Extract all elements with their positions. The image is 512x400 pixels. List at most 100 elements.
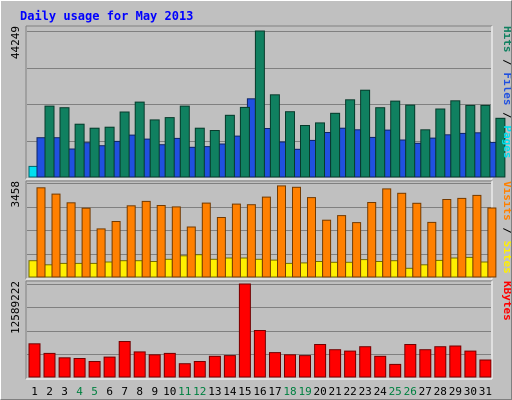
x-tick-label: 16 [253, 385, 266, 398]
kbytes-bar-day-12 [193, 361, 206, 378]
hits-bar-day-13 [224, 114, 235, 178]
x-tick-label: 11 [178, 385, 191, 398]
visits-bar-day-5 [96, 228, 106, 278]
legend-item-visits: Visits [501, 181, 511, 221]
visits-bar-day-11 [186, 226, 196, 278]
hits-bar-day-27 [435, 108, 446, 178]
kbytes-bar-day-6 [103, 356, 116, 378]
visits-bar-day-9 [156, 205, 166, 278]
hits-bar-day-11 [194, 127, 205, 178]
kbytes-bar-day-30 [464, 350, 477, 378]
series-kbytes [28, 283, 492, 378]
visits-bar-day-13 [216, 217, 226, 278]
kbytes-bar-day-9 [148, 354, 161, 378]
kbytes-bar-day-27 [419, 349, 432, 378]
hits-bar-day-29 [465, 104, 476, 178]
x-tick-label: 10 [163, 385, 176, 398]
chart-title: Daily usage for May 2013 [20, 9, 193, 23]
legend-item-pages: Pages [501, 125, 511, 158]
kbytes-bar-day-2 [43, 352, 56, 378]
hits-bar-day-12 [209, 130, 220, 178]
x-tick-label: 26 [404, 385, 417, 398]
x-tick-label: 14 [223, 385, 237, 398]
visits-bar-day-21 [337, 215, 347, 278]
visits-bar-day-23 [367, 202, 377, 278]
x-tick-label: 20 [313, 385, 326, 398]
visits-bar-day-25 [397, 192, 407, 278]
kbytes-bar-day-5 [88, 361, 101, 378]
legend-hits: Hits / Files / Pages [501, 26, 511, 159]
hits-bar-day-15 [254, 30, 265, 178]
x-tick-label: 22 [343, 385, 356, 398]
visits-bar-day-7 [126, 205, 136, 278]
hits-bar-day-26 [420, 129, 431, 178]
x-tick-label: 25 [389, 385, 402, 398]
visits-bar-day-16 [261, 196, 271, 278]
kbytes-bar-day-13 [208, 355, 221, 378]
kbytes-bar-day-1 [28, 343, 41, 378]
x-tick-label: 30 [464, 385, 477, 398]
hits-bar-day-20 [330, 112, 341, 178]
x-tick-label: 21 [328, 385, 341, 398]
kbytes-bar-day-11 [178, 363, 191, 378]
x-tick-label: 27 [419, 385, 432, 398]
visits-bar-day-31 [487, 207, 497, 278]
sites-bar-day-1 [28, 260, 38, 278]
kbytes-bar-day-24 [374, 355, 387, 378]
hits-bar-day-6 [119, 111, 130, 178]
visits-bar-day-12 [201, 202, 211, 278]
visits-bar-day-22 [352, 222, 362, 278]
hits-bar-day-23 [375, 107, 386, 178]
visits-bar-day-4 [81, 207, 91, 278]
visits-bar-day-2 [51, 193, 61, 278]
kbytes-bar-day-10 [163, 352, 176, 378]
legend-item-sites: Sites [501, 241, 511, 274]
y-max-label-hits: 44249 [9, 26, 22, 59]
visits-bar-day-6 [111, 221, 121, 278]
hits-bar-day-8 [149, 119, 160, 178]
hits-bar-day-19 [315, 122, 325, 178]
y-max-label-visits: 3458 [9, 181, 22, 208]
hits-bar-day-3 [74, 123, 85, 178]
x-tick-label: 9 [151, 385, 158, 398]
x-tick-label: 12 [193, 385, 206, 398]
kbytes-bar-day-23 [359, 346, 372, 378]
visits-bar-day-19 [307, 197, 316, 278]
hits-bar-day-24 [390, 100, 401, 178]
x-tick-label: 17 [268, 385, 281, 398]
kbytes-bar-day-21 [329, 349, 342, 378]
hits-bar-day-28 [450, 100, 461, 178]
visits-bar-day-10 [171, 206, 181, 278]
x-tick-label: 3 [61, 385, 68, 398]
x-tick-label: 29 [449, 385, 462, 398]
kbytes-bar-day-22 [344, 350, 357, 378]
hits-bar-day-5 [104, 126, 115, 178]
legend-separator: / [501, 106, 511, 126]
x-tick-label: 13 [208, 385, 221, 398]
panel-hits: 44249 Hits / Files / Pages [9, 25, 511, 180]
kbytes-bar-day-25 [389, 363, 402, 378]
panel-kbytes: 12589222 KBytes [9, 280, 511, 380]
hits-bar-day-30 [480, 104, 491, 178]
legend-separator: / [501, 53, 511, 73]
legend-item-kbytes: KBytes [501, 281, 511, 321]
visits-bar-day-8 [141, 200, 151, 278]
visits-bar-day-27 [427, 221, 437, 278]
kbytes-bar-day-19 [299, 355, 311, 378]
series-visits [36, 185, 497, 278]
hits-bar-day-17 [285, 111, 295, 178]
visits-bar-day-30 [472, 194, 482, 278]
x-tick-label: 8 [136, 385, 143, 398]
x-tick-label: 5 [91, 385, 98, 398]
x-tick-label: 7 [121, 385, 128, 398]
kbytes-bar-day-20 [314, 344, 327, 378]
pages-bar-day-1 [28, 165, 38, 178]
hits-bar-day-2 [59, 107, 70, 178]
kbytes-bar-day-26 [404, 344, 417, 378]
visits-bar-day-17 [277, 185, 286, 278]
chart-panels: 44249 Hits / Files / Pages 3458 Visits / Si… [9, 25, 511, 380]
hits-bar-day-18 [300, 125, 310, 178]
kbytes-bar-day-28 [434, 346, 447, 378]
hits-bar-day-21 [345, 99, 356, 178]
